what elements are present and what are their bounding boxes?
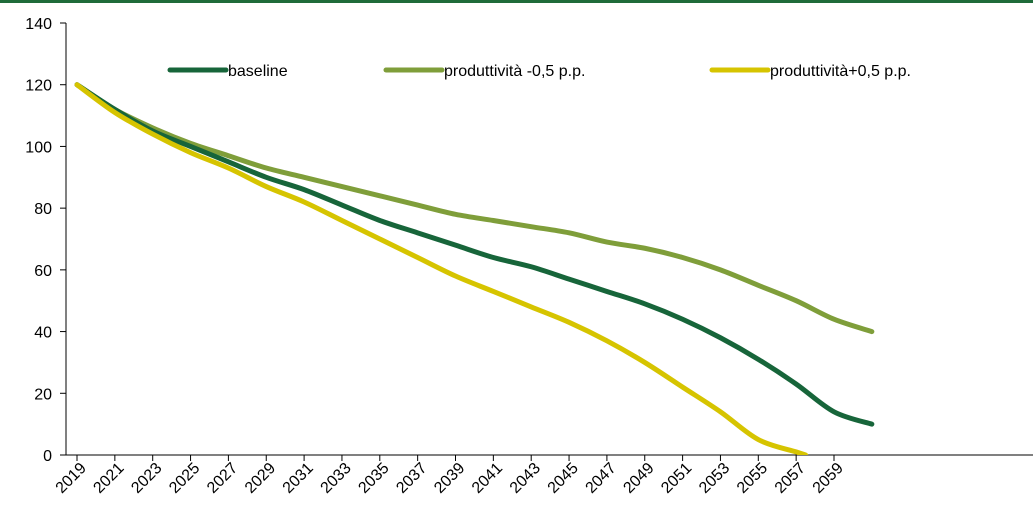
x-tick-label: 2039 xyxy=(431,460,468,497)
x-tick-label: 2031 xyxy=(280,460,317,497)
top-rule xyxy=(0,0,1033,3)
x-tick-label: 2023 xyxy=(128,460,165,497)
x-tick-label: 2043 xyxy=(507,460,544,497)
x-tick-label: 2025 xyxy=(166,460,203,497)
x-tick-label: 2059 xyxy=(810,460,847,497)
y-tick-label: 80 xyxy=(34,201,52,218)
y-tick-label: 120 xyxy=(25,78,52,95)
y-tick-label: 20 xyxy=(34,386,52,403)
legend-label: produttività -0,5 p.p. xyxy=(444,63,585,80)
x-tick-label: 2021 xyxy=(90,460,127,497)
x-tick-label: 2029 xyxy=(242,460,279,497)
x-tick-label: 2051 xyxy=(658,460,695,497)
x-tick-label: 2047 xyxy=(583,460,620,497)
x-tick-label: 2033 xyxy=(318,460,355,497)
y-tick-label: 60 xyxy=(34,263,52,280)
x-tick-label: 2053 xyxy=(696,460,733,497)
series-layer xyxy=(74,82,875,455)
x-tick-label: 2045 xyxy=(545,460,582,497)
y-tick-label: 100 xyxy=(25,139,52,156)
x-tick-label: 2035 xyxy=(355,460,392,497)
legend-label: produttività+0,5 p.p. xyxy=(770,63,911,80)
y-tick-label: 140 xyxy=(25,16,52,33)
series-line-produttivita-plus xyxy=(74,82,809,455)
y-tick-label: 40 xyxy=(34,325,52,342)
x-tick-label: 2049 xyxy=(620,460,657,497)
series-line-baseline xyxy=(74,82,875,427)
x-tick-label: 2019 xyxy=(53,460,90,497)
x-tick-label: 2037 xyxy=(393,460,430,497)
series-line-produttivita-minus xyxy=(74,82,875,335)
y-tick-label: 0 xyxy=(43,448,52,465)
legend-label: baseline xyxy=(228,63,288,80)
x-tick-label: 2055 xyxy=(734,460,771,497)
x-tick-label: 2057 xyxy=(772,460,809,497)
legend: baseline produttività -0,5 p.p. produttivi… xyxy=(167,63,911,80)
x-tick-label: 2041 xyxy=(469,460,506,497)
x-tick-label: 2027 xyxy=(204,460,241,497)
